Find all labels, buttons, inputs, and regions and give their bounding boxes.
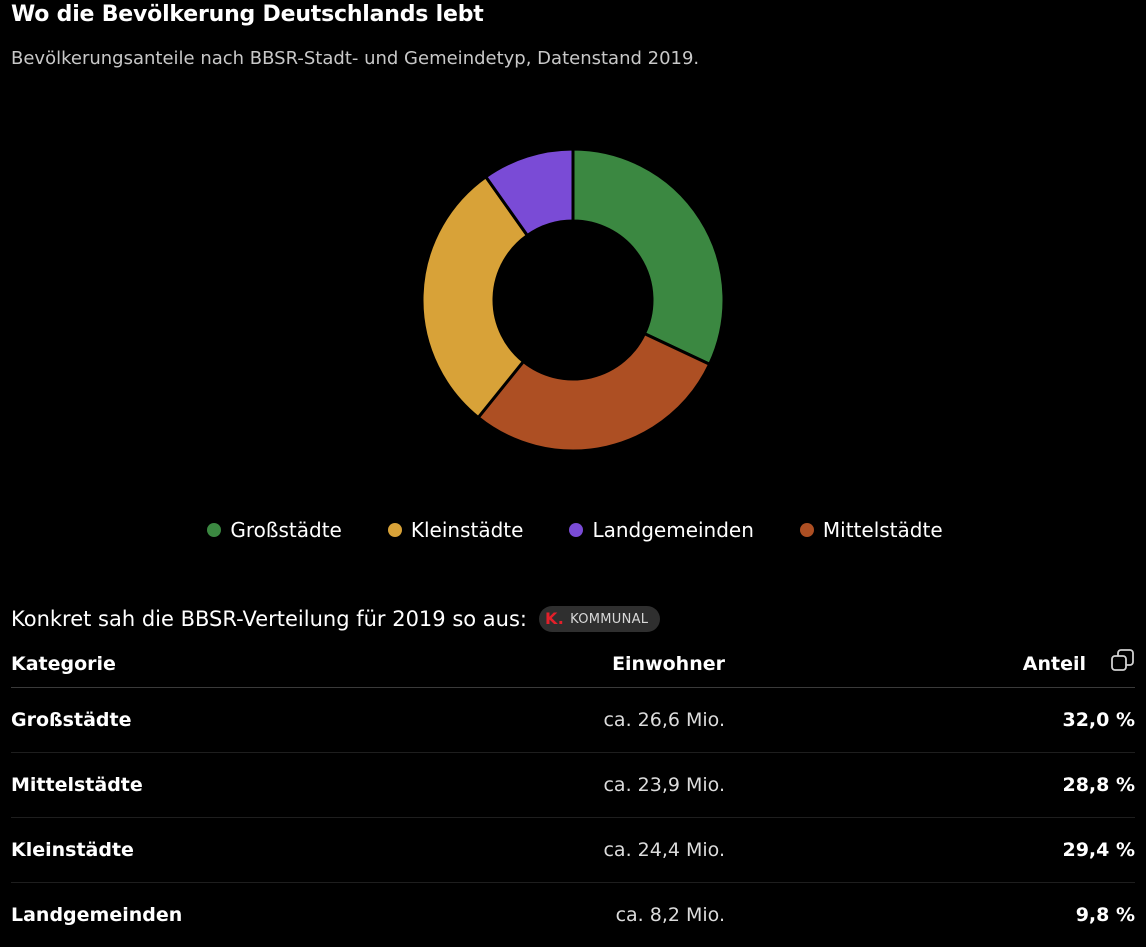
legend-swatch xyxy=(207,523,221,537)
header-einwohner: Einwohner xyxy=(311,640,725,688)
data-table: Kategorie Einwohner Anteil Großstädte ca… xyxy=(11,640,1135,947)
cell-kategorie: Mittelstädte xyxy=(11,753,311,818)
legend-swatch xyxy=(569,523,583,537)
intro-text: Konkret sah die BBSR-Verteilung für 2019… xyxy=(11,607,527,631)
legend-swatch xyxy=(388,523,402,537)
cell-kategorie: Landgemeinden xyxy=(11,883,311,947)
donut-chart xyxy=(0,0,1146,500)
badge-label: KOMMUNAL xyxy=(570,612,648,627)
cell-einwohner: ca. 26,6 Mio. xyxy=(311,688,725,753)
legend-item-kleinstaedte[interactable]: Kleinstädte xyxy=(388,518,524,542)
copy-icon[interactable] xyxy=(1110,648,1135,678)
table-intro: Konkret sah die BBSR-Verteilung für 2019… xyxy=(11,606,660,632)
legend-label: Mittelstädte xyxy=(823,518,943,542)
legend-item-mittelstaedte[interactable]: Mittelstädte xyxy=(800,518,943,542)
cell-einwohner: ca. 23,9 Mio. xyxy=(311,753,725,818)
legend-label: Landgemeinden xyxy=(592,518,753,542)
kommunal-logo: K. xyxy=(545,611,564,627)
header-kategorie: Kategorie xyxy=(11,640,311,688)
table-row: Großstädte ca. 26,6 Mio. 32,0 % xyxy=(11,688,1135,753)
table-row: Landgemeinden ca. 8,2 Mio. 9,8 % xyxy=(11,883,1135,947)
table-row: Kleinstädte ca. 24,4 Mio. 29,4 % xyxy=(11,818,1135,883)
cell-anteil: 28,8 % xyxy=(725,753,1135,818)
cell-kategorie: Großstädte xyxy=(11,688,311,753)
legend-item-landgemeinden[interactable]: Landgemeinden xyxy=(569,518,753,542)
header-anteil: Anteil xyxy=(725,640,1135,688)
donut-slice-grossstaedte[interactable] xyxy=(573,149,724,364)
chart-legend: Großstädte Kleinstädte Landgemeinden Mit… xyxy=(0,518,1146,542)
table-row: Mittelstädte ca. 23,9 Mio. 28,8 % xyxy=(11,753,1135,818)
table-header-row: Kategorie Einwohner Anteil xyxy=(11,640,1135,688)
cell-anteil: 9,8 % xyxy=(725,883,1135,947)
cell-anteil: 29,4 % xyxy=(725,818,1135,883)
cell-einwohner: ca. 8,2 Mio. xyxy=(311,883,725,947)
source-badge[interactable]: K. KOMMUNAL xyxy=(539,606,660,632)
cell-anteil: 32,0 % xyxy=(725,688,1135,753)
cell-kategorie: Kleinstädte xyxy=(11,818,311,883)
legend-label: Großstädte xyxy=(230,518,341,542)
legend-swatch xyxy=(800,523,814,537)
cell-einwohner: ca. 24,4 Mio. xyxy=(311,818,725,883)
header-anteil-label: Anteil xyxy=(1023,653,1086,675)
legend-item-grossstaedte[interactable]: Großstädte xyxy=(207,518,341,542)
legend-label: Kleinstädte xyxy=(411,518,524,542)
